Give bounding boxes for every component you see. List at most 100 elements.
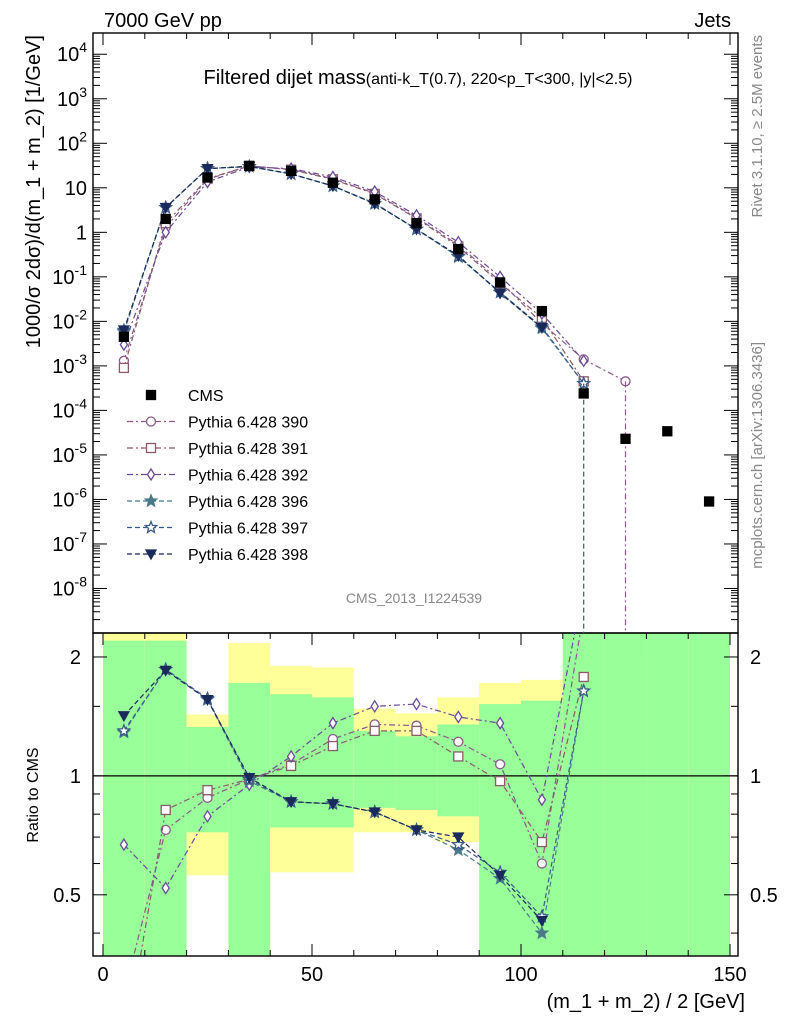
ratio-point [576,683,592,698]
ratio-point [450,836,466,851]
data-point [662,426,673,437]
series-line [123,165,585,382]
series-point [493,288,507,300]
ratio-point [286,749,296,764]
ratio-point [534,925,550,940]
y-tick-exponent: -7 [75,529,88,545]
ratio-point [326,799,340,811]
legend-entry: Pythia 6.428 392 [127,468,308,485]
ratio-point [160,804,171,816]
ratio-point [494,775,506,787]
series-point [579,354,588,368]
ratio-point [411,725,422,737]
y-tick-label: 10-7 [52,529,87,556]
data-point [327,177,339,188]
ratio-tick-label: 1 [70,766,81,788]
y-tick-label: 10 [65,178,87,200]
series-cms-data [118,160,715,507]
ratio-point [119,837,129,852]
ratio-point [493,870,507,882]
ratio-point [536,858,548,869]
ratio-point [243,772,256,784]
green-band-bin [144,640,187,956]
series-point [159,202,172,214]
series-point [117,325,131,337]
ratio-point [578,671,589,683]
legend-label: Pythia 6.428 398 [188,547,308,564]
x-tick-label: 150 [713,964,746,986]
x-axis-label: (m_1 + m_2) / 2 [GeV] [547,991,745,1013]
ratio-point [160,824,171,836]
legend-marker [144,549,158,561]
ratio-tick-label-right: 0.5 [750,885,778,907]
ratio-tick-label-right: 1 [750,766,761,788]
ratio-point [117,711,131,723]
data-point [620,433,631,444]
legend-entry: CMS [145,388,224,405]
legend-marker [143,519,159,534]
rivet-side-label: Rivet 3.1.10, ≥ 2.5M events [749,35,766,218]
x-tick-label: 100 [504,964,537,986]
ratio-point [201,694,214,706]
y-tick-exponent: -8 [75,573,88,589]
series-pythia-6.428-392 [119,160,588,368]
ratio-tick-label: 0.5 [53,885,81,907]
y-axis-label: 1000/σ 2dσ)/d(m_1 + m_2) [1/GeV] [23,35,45,348]
ratio-point [494,759,506,770]
chart-title: Filtered dijet mass(anti-k_T(0.7), 220<p… [204,67,633,89]
main-plot-frame [92,32,739,634]
legend-marker [143,493,159,508]
green-band-bin [479,704,521,956]
ratio-point [537,793,547,807]
y-tick-label: 10-3 [52,351,87,378]
y-tick-exponent: -5 [75,440,88,456]
green-band-bin [353,730,396,808]
series-line [123,166,585,362]
y-tick-exponent: -3 [75,351,88,367]
y-tick-label: 1 [76,222,87,244]
ratio-point [453,751,464,762]
ratio-point [161,881,170,895]
ratio-line [133,633,581,956]
data-point [494,277,506,288]
ratio-series-group [116,633,592,956]
y-tick-label: 10-2 [52,306,87,333]
ratio-point [536,836,548,848]
data-point [244,160,255,172]
y-tick-exponent: 4 [79,39,87,55]
ratio-point [369,725,380,737]
legend-marker [145,442,157,454]
ratio-line [139,676,585,956]
ratio-point [453,736,464,747]
ratio-point [116,723,132,738]
y-tick-label: 10-6 [52,484,87,511]
header-right-label: Jets [694,10,731,32]
ratio-point [535,916,549,928]
data-point [411,218,422,229]
legend-marker [145,389,157,401]
ratio-point [284,797,298,809]
y-tick-label: 10-4 [52,395,87,422]
y-tick-exponent: 3 [79,84,87,100]
ratio-y-axis-label: Ratio to CMS [25,747,42,842]
chart-title-main: Filtered dijet mass [204,67,366,89]
ratio-line [123,633,576,890]
y-tick-label: 104 [57,39,87,66]
series-line [123,165,585,384]
series-point [201,163,214,175]
y-tick-label: 10-5 [52,440,87,467]
ratio-point [410,825,423,837]
legend-label: Pythia 6.428 390 [188,415,308,432]
green-band-bin [103,640,145,956]
ratio-tick-label: 2 [70,647,81,669]
legend-entry: Pythia 6.428 391 [127,441,308,458]
y-tick-exponent: -2 [75,306,88,322]
y-tick-label: 10-1 [52,262,87,289]
y-tick-exponent: -1 [75,262,88,278]
series-layer [116,158,715,633]
y-tick-exponent: -4 [75,395,88,411]
ratio-point [328,716,338,730]
header-left-label: 7000 GeV pp [104,10,222,32]
ratio-pythia-6.428-398 [117,665,549,928]
